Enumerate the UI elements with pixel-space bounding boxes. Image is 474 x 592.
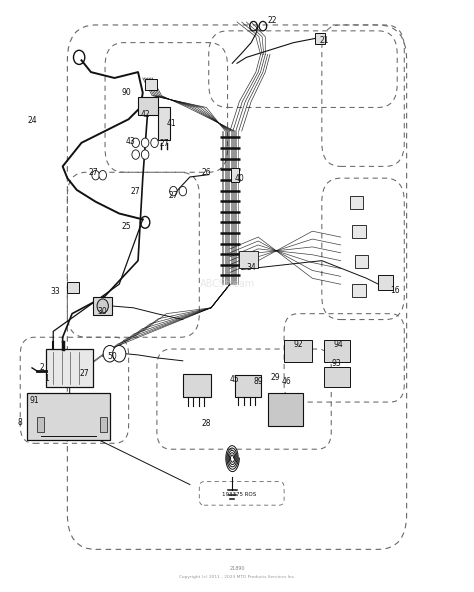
Bar bbox=[67, 282, 79, 293]
Text: 27: 27 bbox=[169, 191, 178, 200]
Bar bbox=[239, 251, 258, 268]
Bar bbox=[138, 97, 158, 114]
Bar bbox=[284, 340, 312, 362]
Text: 34: 34 bbox=[246, 263, 256, 272]
Bar bbox=[353, 226, 365, 238]
Text: 92: 92 bbox=[293, 340, 303, 349]
Circle shape bbox=[141, 138, 149, 147]
Text: 89: 89 bbox=[254, 377, 263, 386]
Circle shape bbox=[92, 170, 100, 180]
Bar bbox=[378, 275, 392, 290]
Text: 45: 45 bbox=[230, 375, 239, 384]
Text: 2: 2 bbox=[39, 363, 44, 372]
Text: 91: 91 bbox=[29, 397, 39, 406]
Text: Copyright (c) 2011 - 2023 MTD Products Services Inc.: Copyright (c) 2011 - 2023 MTD Products S… bbox=[179, 575, 295, 579]
Circle shape bbox=[132, 138, 139, 147]
Text: 28: 28 bbox=[201, 419, 211, 429]
Text: 25: 25 bbox=[121, 222, 131, 231]
Bar bbox=[355, 255, 368, 268]
Bar bbox=[235, 375, 261, 397]
Circle shape bbox=[151, 138, 158, 147]
Circle shape bbox=[113, 346, 126, 362]
Text: 90: 90 bbox=[121, 88, 131, 97]
Circle shape bbox=[97, 299, 109, 313]
Text: 30: 30 bbox=[98, 307, 108, 316]
Bar bbox=[27, 393, 110, 440]
Bar bbox=[46, 349, 93, 387]
Text: ABCStream: ABCStream bbox=[200, 279, 255, 289]
Circle shape bbox=[141, 150, 149, 159]
Bar bbox=[324, 340, 350, 362]
Text: 27: 27 bbox=[131, 186, 140, 195]
Bar bbox=[350, 196, 363, 209]
Text: 29: 29 bbox=[271, 373, 281, 382]
Text: 41: 41 bbox=[166, 120, 176, 128]
Text: 43: 43 bbox=[126, 137, 136, 146]
Circle shape bbox=[132, 150, 139, 159]
Text: 24: 24 bbox=[27, 116, 37, 125]
Bar bbox=[158, 108, 170, 140]
Text: 1: 1 bbox=[44, 374, 48, 383]
Text: 33: 33 bbox=[51, 287, 61, 296]
Bar bbox=[93, 297, 112, 315]
Circle shape bbox=[170, 186, 177, 196]
Text: 94: 94 bbox=[333, 340, 343, 349]
Circle shape bbox=[103, 346, 117, 362]
Text: 50: 50 bbox=[107, 352, 117, 361]
Bar bbox=[315, 33, 325, 44]
Bar bbox=[36, 417, 44, 432]
Bar bbox=[231, 168, 239, 182]
Text: 26: 26 bbox=[201, 168, 211, 177]
Text: 93: 93 bbox=[331, 359, 341, 368]
Text: 21890: 21890 bbox=[229, 565, 245, 571]
Circle shape bbox=[99, 170, 107, 180]
Circle shape bbox=[179, 186, 187, 196]
Text: 193375 ROS: 193375 ROS bbox=[222, 492, 256, 497]
Text: 16: 16 bbox=[390, 285, 400, 295]
Text: 42: 42 bbox=[140, 110, 150, 119]
Text: 21: 21 bbox=[319, 36, 329, 46]
Text: 40: 40 bbox=[235, 173, 244, 183]
Bar bbox=[183, 374, 211, 397]
Text: 46: 46 bbox=[282, 377, 292, 386]
Text: 27: 27 bbox=[79, 369, 89, 378]
Text: 22: 22 bbox=[268, 17, 277, 25]
Text: 27: 27 bbox=[159, 140, 169, 149]
Bar bbox=[145, 79, 157, 90]
Bar bbox=[268, 393, 303, 426]
Text: 8: 8 bbox=[18, 418, 23, 427]
Text: 27: 27 bbox=[89, 168, 98, 177]
Bar bbox=[100, 417, 108, 432]
Bar bbox=[353, 284, 365, 297]
Bar bbox=[324, 366, 350, 387]
